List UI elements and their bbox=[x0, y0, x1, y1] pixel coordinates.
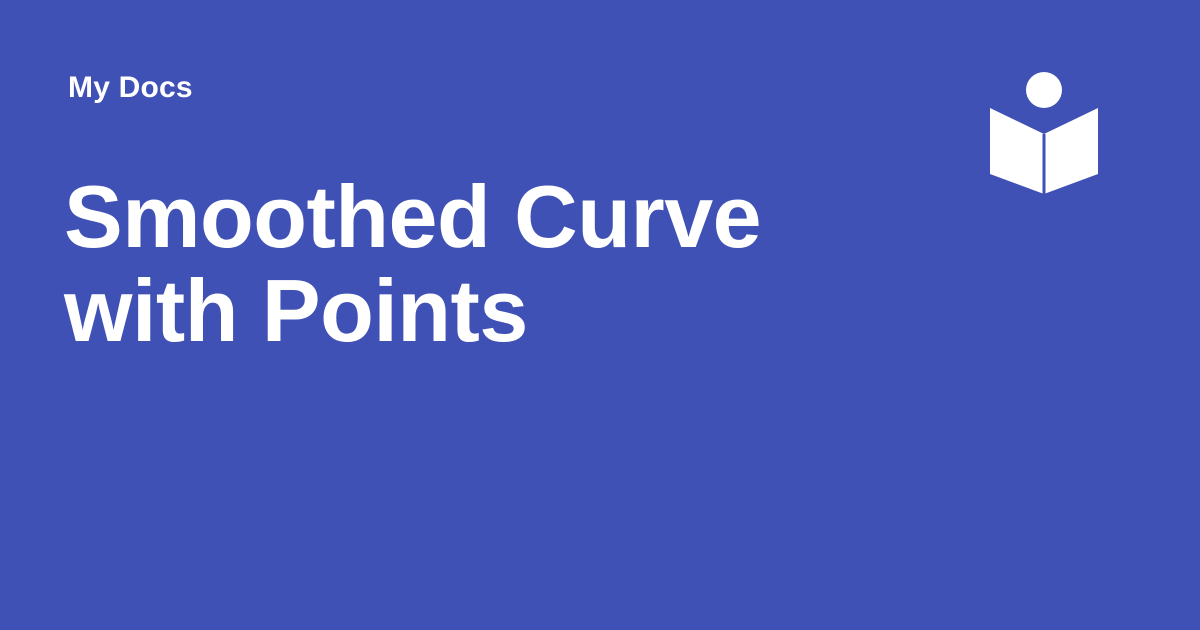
page-title: Smoothed Curve with Points bbox=[64, 167, 762, 360]
book-reader-icon bbox=[990, 72, 1098, 194]
site-name: My Docs bbox=[68, 71, 193, 104]
